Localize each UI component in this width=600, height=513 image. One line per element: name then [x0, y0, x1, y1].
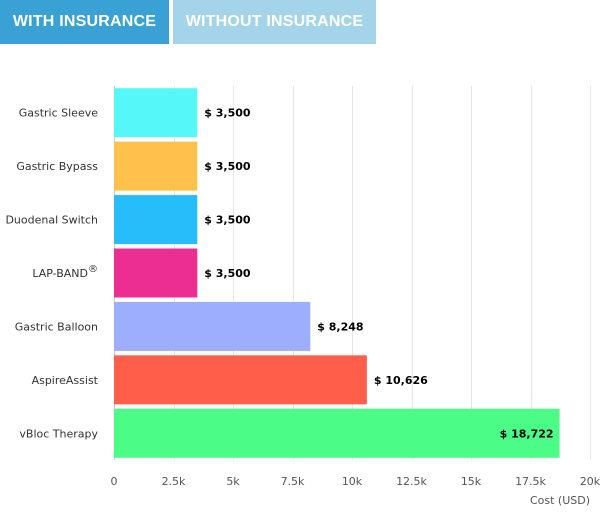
data-label: $ 3,500 — [204, 267, 251, 280]
x-axis-title: Cost (USD) — [530, 494, 590, 507]
bar — [114, 88, 198, 138]
x-tick-label: 0 — [111, 475, 118, 488]
data-label: $ 10,626 — [374, 374, 428, 387]
x-tick-label: 15k — [461, 475, 482, 488]
category-label: AspireAssist — [32, 374, 99, 387]
data-label: $ 18,722 — [500, 427, 554, 440]
data-label: $ 3,500 — [204, 214, 251, 227]
bar — [114, 195, 198, 245]
x-tick-label: 7.5k — [281, 475, 305, 488]
data-label: $ 3,500 — [204, 107, 251, 120]
data-label: $ 8,248 — [317, 320, 363, 333]
category-label: LAP-BAND® — [32, 264, 98, 280]
bar — [114, 248, 198, 298]
tab-without-insurance[interactable]: WITHOUT INSURANCE — [173, 0, 376, 44]
bar — [114, 301, 311, 351]
bar — [114, 408, 560, 458]
tab-with-insurance[interactable]: WITH INSURANCE — [0, 0, 169, 44]
x-tick-label: 17.5k — [515, 475, 546, 488]
x-tick-label: 12.5k — [396, 475, 427, 488]
category-label: vBloc Therapy — [19, 427, 98, 440]
category-label: Duodenal Switch — [5, 214, 98, 227]
category-label: Gastric Bypass — [16, 160, 98, 173]
category-label: Gastric Balloon — [15, 320, 98, 333]
x-tick-label: 10k — [342, 475, 363, 488]
bar — [114, 141, 198, 191]
x-tick-label: 2.5k — [162, 475, 186, 488]
data-label: $ 3,500 — [204, 160, 251, 173]
bar — [114, 355, 367, 405]
x-tick-label: 5k — [226, 475, 240, 488]
x-tick-label: 20k — [580, 475, 600, 488]
category-label: Gastric Sleeve — [19, 107, 99, 120]
